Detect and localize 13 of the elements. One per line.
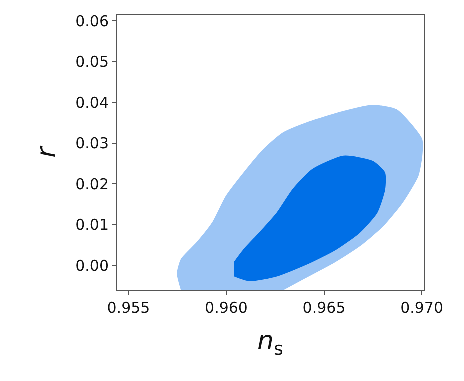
- x-tick-label: 0.955: [107, 299, 150, 317]
- x-tick-label: 0.970: [400, 299, 444, 317]
- x-tick-label: 0.965: [302, 299, 346, 317]
- y-tick-label: 0.02: [76, 175, 109, 194]
- y-tick-label: 0.01: [76, 216, 109, 234]
- y-axis-title: r: [32, 144, 62, 158]
- y-tick-label: 0.06: [76, 12, 109, 30]
- y-tick-label: 0.00: [76, 256, 109, 275]
- y-tick-label: 0.03: [76, 134, 109, 153]
- x-axis-title: n$_{s}$: [258, 326, 284, 360]
- y-tick-label: 0.05: [76, 53, 109, 72]
- y-tick-label: 0.04: [76, 94, 109, 112]
- x-tick-label: 0.960: [205, 299, 248, 317]
